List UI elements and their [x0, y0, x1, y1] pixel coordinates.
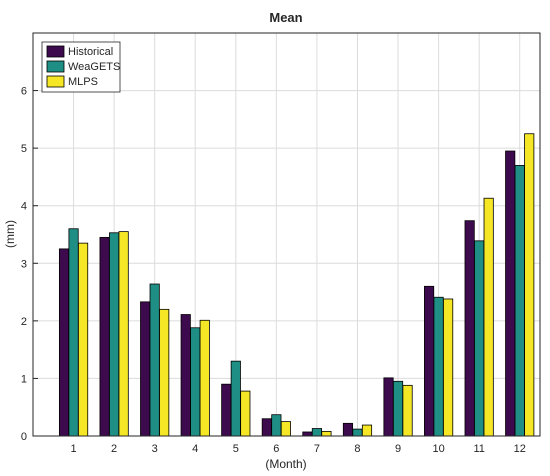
- chart-title: Mean: [269, 10, 302, 25]
- y-tick-label: 1: [21, 373, 27, 385]
- y-tick-labels: 0 1 2 3 4 5 6: [21, 86, 27, 443]
- x-tick-labels: 1 2 3 4 5 6 7 8 9 10 11 12: [70, 443, 525, 455]
- bar-mlps-6: [280, 421, 291, 437]
- x-tick-label: 11: [473, 443, 484, 455]
- bar-historical-8: [342, 422, 354, 437]
- bar-weagets-11: [474, 240, 485, 437]
- bar-mlps-12: [524, 133, 535, 437]
- bar-historical-3: [140, 301, 151, 437]
- bar-weagets-7: [311, 428, 322, 437]
- bar-historical-4: [180, 314, 191, 437]
- bar-weagets-8: [352, 428, 363, 437]
- bar-mlps-8: [361, 424, 373, 437]
- y-tick-label: 0: [21, 431, 27, 443]
- x-tick-label: 2: [111, 443, 117, 455]
- x-axis-label: (Month): [265, 457, 306, 471]
- bar-weagets-1: [68, 228, 79, 437]
- y-tick-label: 6: [21, 86, 27, 98]
- bar-historical-1: [58, 248, 70, 437]
- x-tick-label: 9: [395, 443, 401, 455]
- bar-historical-9: [383, 377, 394, 437]
- bar-mlps-5: [240, 390, 251, 437]
- bar-mlps-11: [483, 197, 494, 437]
- legend-swatch-weagets: [46, 60, 65, 73]
- bar-mlps-3: [159, 308, 170, 437]
- x-tick-label: 6: [273, 443, 279, 455]
- plot-frame: [32, 32, 541, 437]
- bar-mlps-1: [78, 242, 89, 437]
- legend-swatch-historical: [46, 45, 65, 58]
- y-tick-label: 3: [21, 258, 27, 270]
- bar-historical-10: [424, 285, 435, 437]
- x-tick-label: 5: [233, 443, 239, 455]
- legend-label-weagets: WeaGETS: [68, 61, 120, 73]
- legend-label-historical: Historical: [68, 46, 113, 58]
- bar-weagets-10: [433, 296, 444, 437]
- bar-mlps-10: [443, 298, 454, 437]
- bars: [58, 133, 535, 437]
- bar-historical-12: [505, 150, 516, 437]
- bar-historical-6: [261, 418, 272, 437]
- x-tick-label: 12: [514, 443, 526, 455]
- y-tick-label: 2: [21, 316, 27, 328]
- bar-weagets-9: [392, 380, 404, 437]
- x-tick-label: 4: [192, 443, 198, 455]
- bar-historical-2: [99, 236, 110, 437]
- x-tick-label: 3: [152, 443, 158, 455]
- bar-mlps-2: [118, 231, 129, 437]
- bar-weagets-2: [109, 232, 120, 437]
- bar-weagets-12: [514, 165, 525, 437]
- x-tick-label: 7: [314, 443, 320, 455]
- bar-mlps-4: [199, 319, 210, 437]
- bar-historical-7: [302, 431, 313, 437]
- bar-weagets-5: [230, 360, 241, 437]
- x-tick-label: 1: [70, 443, 76, 455]
- bar-historical-11: [464, 220, 475, 437]
- x-tick-label: 10: [432, 443, 444, 455]
- legend-label-mlps: MLPS: [68, 76, 98, 88]
- legend: Historical WeaGETS MLPS: [41, 41, 121, 93]
- bar-mlps-7: [321, 430, 332, 437]
- bar-weagets-6: [271, 414, 282, 437]
- y-tick-label: 5: [21, 143, 27, 155]
- bar-weagets-3: [149, 283, 160, 437]
- y-axis-label: (mm): [3, 220, 17, 248]
- y-tick-label: 4: [21, 201, 27, 213]
- x-tick-label: 8: [354, 443, 360, 455]
- bar-mlps-9: [402, 384, 413, 437]
- legend-swatch-mlps: [46, 75, 65, 88]
- bar-weagets-4: [190, 327, 201, 437]
- bar-historical-5: [221, 383, 232, 437]
